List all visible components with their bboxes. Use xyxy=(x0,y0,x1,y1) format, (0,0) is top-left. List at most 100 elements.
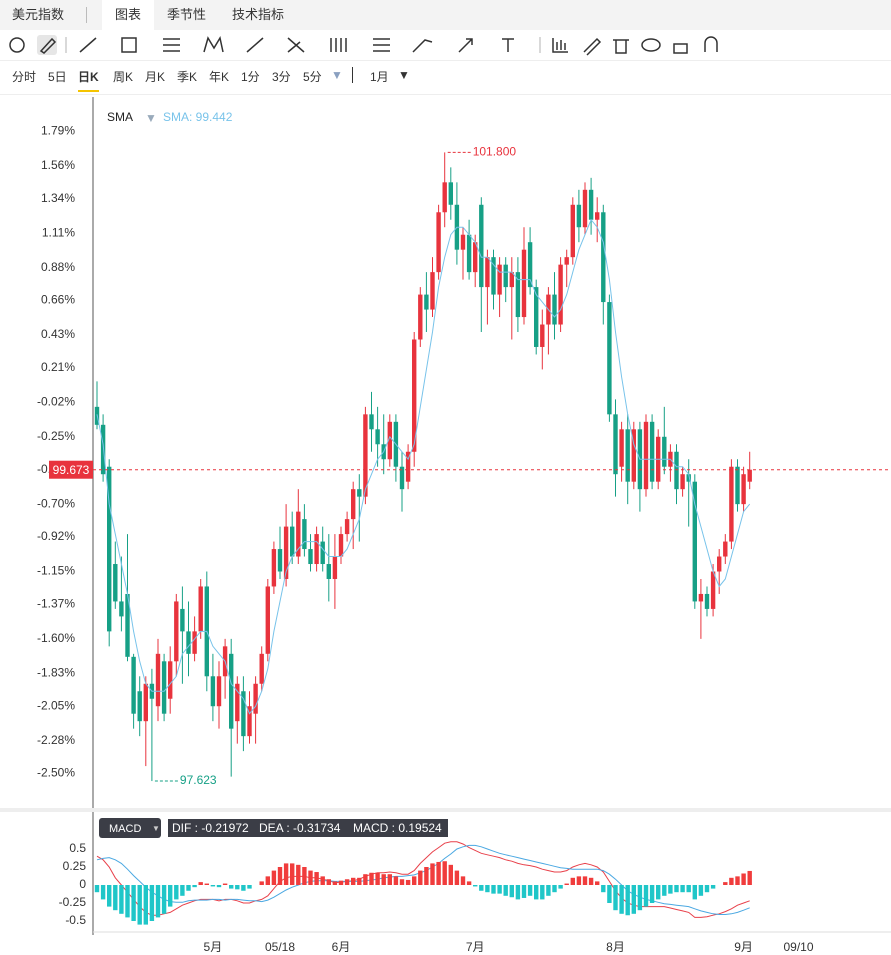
period-button[interactable]: 日K xyxy=(78,68,99,92)
macd-bar xyxy=(338,880,344,885)
period-button[interactable]: 5日 xyxy=(48,70,67,84)
macd-bar xyxy=(247,885,252,889)
toolbar-icon[interactable] xyxy=(502,38,514,52)
toolbar-icon[interactable] xyxy=(458,38,473,53)
y-tick-label: -0.5 xyxy=(65,913,86,927)
macd-bar xyxy=(113,885,118,911)
period-button[interactable]: 月K xyxy=(145,70,166,84)
candle-body xyxy=(290,526,295,557)
toolbar-icon[interactable] xyxy=(203,35,224,53)
y-tick-label: 0 xyxy=(79,877,86,891)
dropdown-arrow[interactable]: ▼ xyxy=(398,68,410,82)
toolbar-icon[interactable] xyxy=(287,37,305,53)
toolbar-icon[interactable] xyxy=(121,37,137,53)
candle-body xyxy=(125,593,130,657)
y-tick-label: -2.50% xyxy=(37,766,75,780)
macd-bar xyxy=(326,879,331,885)
candle-body xyxy=(534,287,539,347)
candle-body xyxy=(155,653,161,707)
tab[interactable]: 美元指数 xyxy=(12,7,65,22)
macd-bar xyxy=(710,885,716,889)
y-tick-label: -0.92% xyxy=(37,529,75,543)
toolbar-icon[interactable] xyxy=(163,38,180,52)
candle-body xyxy=(131,656,136,714)
toolbar-icon[interactable] xyxy=(583,37,602,56)
macd-bar xyxy=(155,885,161,918)
candle-body xyxy=(143,683,148,722)
dropdown-arrow[interactable]: ▼ xyxy=(331,68,343,82)
macd-bar xyxy=(393,876,399,885)
candle-body xyxy=(277,549,283,572)
macd-bar xyxy=(430,863,435,885)
y-tick-label: -0.25 xyxy=(59,895,87,909)
macd-bar xyxy=(399,879,405,885)
macd-bar xyxy=(320,876,325,885)
candle-body xyxy=(576,204,582,228)
tab[interactable]: 技术指标 xyxy=(232,7,285,22)
y-tick-label: -1.83% xyxy=(37,665,75,679)
macd-bar xyxy=(735,876,740,885)
candle-body xyxy=(625,429,630,482)
period-button[interactable]: 3分 xyxy=(272,70,291,84)
tab[interactable]: 图表 xyxy=(102,0,154,30)
period-button[interactable]: 1分 xyxy=(241,70,260,84)
range-button[interactable]: 1月 xyxy=(370,70,389,84)
candle-body xyxy=(344,519,350,535)
candle-body xyxy=(229,653,234,729)
macd-bar xyxy=(643,885,649,907)
macd-bar xyxy=(125,885,130,918)
candle-body xyxy=(460,234,466,250)
toolbar-icon[interactable] xyxy=(704,36,718,52)
candle-body xyxy=(119,601,124,617)
toolbar-icon[interactable] xyxy=(373,38,390,52)
candle-body xyxy=(637,429,643,490)
period-button[interactable]: 周K xyxy=(113,70,134,84)
macd-bar xyxy=(509,885,514,898)
macd-bar xyxy=(290,863,295,885)
candle-body xyxy=(662,436,667,467)
toolbar-icon[interactable] xyxy=(673,43,688,54)
macd-bar xyxy=(631,885,636,914)
macd-bar xyxy=(235,885,240,890)
period-button[interactable]: 5分 xyxy=(303,70,322,84)
macd-bar xyxy=(625,885,630,916)
y-tick-label: -2.28% xyxy=(37,733,75,747)
period-button[interactable]: 年K xyxy=(209,70,230,84)
macd-bar xyxy=(174,885,179,900)
candle-body xyxy=(704,593,710,609)
y-tick-label: -0.47% xyxy=(37,462,75,476)
tab[interactable]: 季节性 xyxy=(167,7,207,22)
toolbar-icon[interactable] xyxy=(552,38,568,53)
macd-bar xyxy=(405,879,411,885)
toolbar-icon[interactable] xyxy=(412,39,433,53)
candle-body xyxy=(283,526,289,579)
macd-bar xyxy=(216,885,222,888)
toolbar-icon[interactable] xyxy=(641,38,661,52)
period-button[interactable]: 分时 xyxy=(12,70,37,84)
macd-bar xyxy=(637,885,643,911)
candle-body xyxy=(235,683,240,722)
macd-bar xyxy=(540,885,545,900)
max-label: 101.800 xyxy=(473,145,517,159)
candle-body xyxy=(271,549,277,587)
candle-body xyxy=(485,257,490,288)
candle-body xyxy=(320,541,325,565)
candle-body xyxy=(100,424,106,475)
candle-body xyxy=(570,204,575,258)
macd-bar xyxy=(302,867,307,885)
divider xyxy=(86,7,87,23)
toolbar-icon[interactable] xyxy=(246,37,264,53)
candle-body xyxy=(540,324,545,347)
toolbar-icon[interactable] xyxy=(9,37,25,53)
indicator-name: MACD xyxy=(109,823,141,835)
toolbar-icon[interactable] xyxy=(79,37,97,53)
toolbar-icon[interactable] xyxy=(39,37,57,54)
toolbar-icon[interactable] xyxy=(613,39,629,54)
macd-bar xyxy=(552,885,557,893)
period-button[interactable]: 季K xyxy=(177,70,198,84)
last-price-label: 99.673 xyxy=(53,463,90,477)
macd-bar xyxy=(180,885,185,896)
candle-body xyxy=(113,564,118,602)
toolbar-icon[interactable] xyxy=(330,38,347,52)
macd-bar xyxy=(497,885,502,894)
